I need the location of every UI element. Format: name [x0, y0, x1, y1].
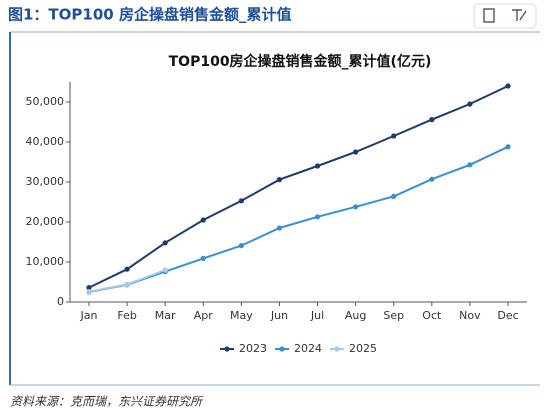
- x-tick-label: Mar: [155, 309, 176, 322]
- data-point: [353, 204, 359, 210]
- y-tick-label: 50,000: [26, 95, 65, 108]
- legend-label: 2025: [349, 342, 377, 355]
- x-tick-label: Jan: [80, 309, 98, 322]
- translate-icon[interactable]: [512, 9, 527, 21]
- data-point: [162, 240, 168, 246]
- series-line: [88, 145, 509, 293]
- data-point: [162, 267, 168, 273]
- x-tick-label: Feb: [117, 309, 136, 322]
- legend-dot: [334, 346, 340, 352]
- x-tick-label: Aug: [345, 309, 366, 322]
- data-point: [238, 243, 244, 249]
- data-point: [86, 285, 92, 291]
- toolbar[interactable]: [473, 3, 537, 29]
- y-tick-label: 20,000: [26, 215, 65, 228]
- series-line: [88, 269, 166, 293]
- data-point: [429, 117, 435, 123]
- data-point: [124, 281, 130, 287]
- data-point: [353, 149, 359, 155]
- data-point: [391, 193, 397, 199]
- copy-icon[interactable]: [483, 8, 495, 23]
- x-tick-label: Sep: [383, 309, 404, 322]
- series-line: [88, 85, 509, 289]
- y-tick-label: 40,000: [26, 135, 65, 148]
- x-tick-label: May: [230, 309, 253, 322]
- y-tick-label: 0: [57, 295, 64, 308]
- data-point: [200, 217, 206, 223]
- data-point: [86, 289, 92, 295]
- legend-label: 2023: [239, 342, 267, 355]
- x-tick-label: Dec: [497, 309, 518, 322]
- data-point: [314, 214, 321, 220]
- data-point: [314, 163, 321, 169]
- data-point: [429, 176, 435, 182]
- legend-dot: [224, 346, 230, 352]
- data-point: [467, 101, 473, 107]
- x-tick-label: Oct: [422, 309, 442, 322]
- figure-title: 图1：TOP100 房企操盘销售金额_累计值: [8, 6, 291, 24]
- x-tick-label: Apr: [194, 309, 214, 322]
- data-point: [505, 83, 511, 89]
- y-tick-label: 10,000: [26, 255, 65, 268]
- legend-label: 2024: [294, 342, 322, 355]
- data-point: [276, 177, 283, 183]
- x-tick-label: Jul: [310, 309, 324, 322]
- data-point: [200, 255, 206, 261]
- source-note: 资料来源：克而瑞，东兴证券研究所: [10, 395, 204, 409]
- data-point: [276, 225, 283, 231]
- chart-title: TOP100房企操盘销售金额_累计值(亿元): [169, 53, 432, 70]
- data-point: [391, 133, 397, 139]
- x-tick-label: Nov: [459, 309, 481, 322]
- data-point: [467, 162, 473, 168]
- data-point: [124, 266, 130, 272]
- legend-dot: [279, 346, 285, 352]
- y-tick-label: 30,000: [26, 175, 65, 188]
- x-tick-label: Jun: [270, 309, 288, 322]
- toolbar-box[interactable]: [473, 3, 537, 29]
- data-point: [505, 144, 511, 150]
- data-point: [238, 198, 244, 204]
